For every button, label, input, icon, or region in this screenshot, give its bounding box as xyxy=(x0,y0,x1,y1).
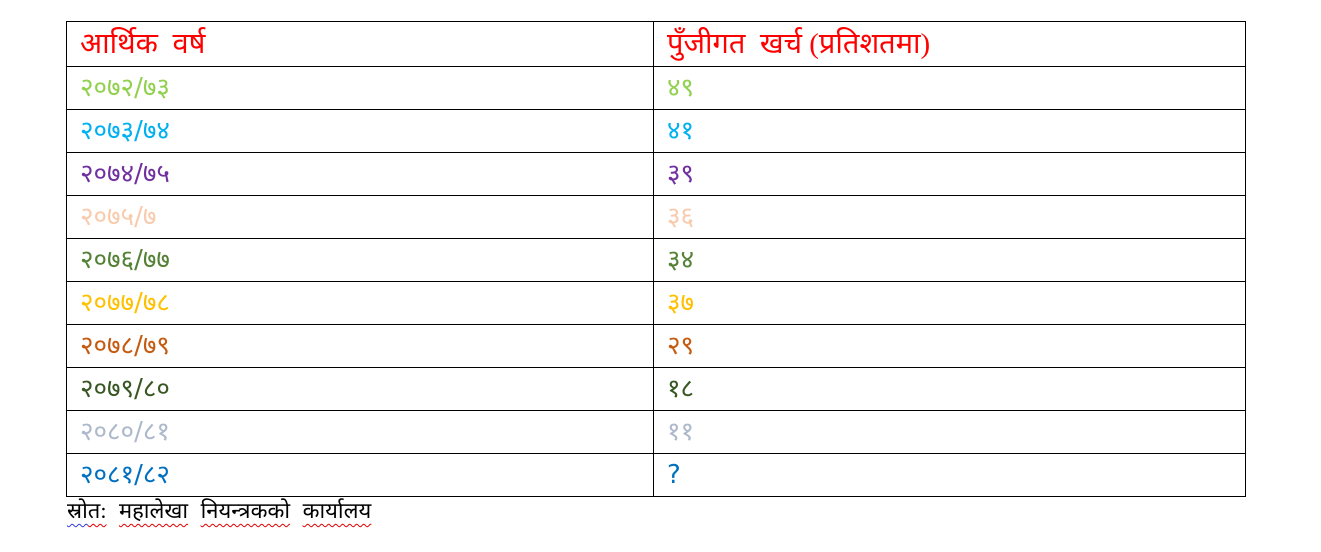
fiscal-year-cell: २०७५/७ xyxy=(66,195,654,239)
table-row: २०७३/७४ ४१ xyxy=(66,109,1246,153)
table-row: २०७८/७९ २९ xyxy=(66,324,1246,368)
table-row: २०७६/७७ ३४ xyxy=(66,238,1246,282)
fiscal-year-cell: २०७२/७३ xyxy=(66,66,654,110)
source-note: स्रोत: महालेखा नियन्त्रकको कार्यालय xyxy=(67,498,371,524)
table-row: २०७२/७३ ४९ xyxy=(66,66,1246,110)
fiscal-year-cell: २०७४/७५ xyxy=(66,152,654,196)
fiscal-year-expenditure-table: आर्थिक वर्ष पुँजीगत खर्च (प्रतिशतमा) २०७… xyxy=(66,21,1246,497)
expenditure-value-cell: ११ xyxy=(653,410,1246,454)
source-note-word: त: xyxy=(87,498,107,523)
expenditure-value-cell: ३६ xyxy=(653,195,1246,239)
expenditure-value-cell: १८ xyxy=(653,367,1246,411)
source-note-word: स्रो xyxy=(67,498,88,523)
expenditure-value-cell: ? xyxy=(653,453,1246,497)
table-row: २०७७/७८ ३७ xyxy=(66,281,1246,325)
expenditure-value-cell: ३७ xyxy=(653,281,1246,325)
fiscal-year-cell: २०७६/७७ xyxy=(66,238,654,282)
table-row: २०७९/८० १८ xyxy=(66,367,1246,411)
table-row: २०८०/८१ ११ xyxy=(66,410,1246,454)
table-header-row: आर्थिक वर्ष पुँजीगत खर्च (प्रतिशतमा) xyxy=(66,21,1246,67)
table-row: २०८१/८२? xyxy=(66,453,1246,497)
column-header-capital-expenditure: पुँजीगत खर्च (प्रतिशतमा) xyxy=(653,21,1246,67)
expenditure-value-cell: २९ xyxy=(653,324,1246,368)
fiscal-year-cell: २०८०/८१ xyxy=(66,410,654,454)
expenditure-value-cell: ३९ xyxy=(653,152,1246,196)
source-note-word: कार्यालय xyxy=(302,498,372,523)
source-note-space xyxy=(188,498,201,523)
source-note-word: नियन्त्रकको xyxy=(200,498,291,523)
expenditure-value-cell: ४१ xyxy=(653,109,1246,153)
source-note-space xyxy=(290,498,303,523)
table-row: २०७५/७ ३६ xyxy=(66,195,1246,239)
table-row: २०७४/७५ ३९ xyxy=(66,152,1246,196)
fiscal-year-cell: २०७३/७४ xyxy=(66,109,654,153)
fiscal-year-cell: २०७९/८० xyxy=(66,367,654,411)
source-note-space xyxy=(106,498,119,523)
expenditure-value-cell: ३४ xyxy=(653,238,1246,282)
column-header-fiscal-year: आर्थिक वर्ष xyxy=(66,21,654,67)
fiscal-year-cell: २०७७/७८ xyxy=(66,281,654,325)
expenditure-value-cell: ४९ xyxy=(653,66,1246,110)
fiscal-year-cell: २०७८/७९ xyxy=(66,324,654,368)
source-note-word: महालेखा xyxy=(118,498,189,523)
fiscal-year-cell: २०८१/८२ xyxy=(66,453,654,497)
